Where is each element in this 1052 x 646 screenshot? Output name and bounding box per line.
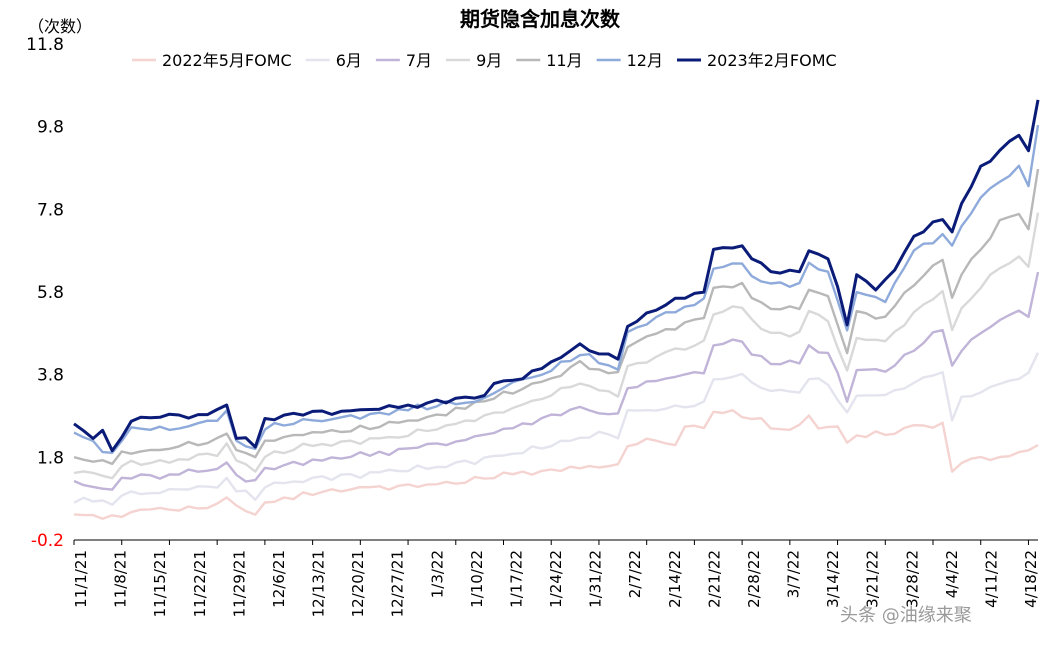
x-tick-label: 1/24/22 bbox=[547, 550, 565, 608]
x-tick-label: 11/1/21 bbox=[72, 550, 90, 608]
legend-label: 2022年5月FOMC bbox=[162, 51, 292, 70]
series-line bbox=[73, 271, 1040, 491]
y-tick-label: 5.8 bbox=[37, 283, 64, 303]
legend-label: 9月 bbox=[476, 51, 502, 70]
x-tick-label: 11/22/21 bbox=[191, 550, 209, 617]
series-line bbox=[73, 409, 1039, 520]
y-tick-label: 1.8 bbox=[37, 448, 64, 468]
x-tick-label: 4/18/22 bbox=[1022, 550, 1040, 608]
x-tick-label: 12/27/21 bbox=[389, 550, 407, 617]
x-tick-label: 3/28/22 bbox=[903, 550, 921, 608]
x-tick-label: 12/20/21 bbox=[349, 550, 367, 617]
series-line bbox=[73, 168, 1040, 466]
x-tick-label: 1/31/22 bbox=[587, 550, 605, 608]
x-tick-label: 3/21/22 bbox=[864, 550, 882, 608]
plot-area bbox=[73, 99, 1040, 520]
x-tick-label: 11/15/21 bbox=[151, 550, 169, 617]
x-tick-label: 12/13/21 bbox=[310, 550, 328, 617]
x-axis: 11/1/21 11/8/21 11/15/21 11/22/21 11/29/21 12… bbox=[72, 539, 1040, 617]
legend-label: 2023年2月FOMC bbox=[707, 51, 837, 70]
x-tick-label: 2/14/22 bbox=[666, 550, 684, 608]
x-tick-label: 2/28/22 bbox=[745, 550, 763, 608]
y-tick-label: 11.8 bbox=[26, 35, 64, 55]
series-line bbox=[73, 99, 1040, 453]
x-tick-label: 1/10/22 bbox=[468, 550, 486, 608]
y-axis-label: （次数） bbox=[28, 17, 92, 36]
x-tick-label: 1/3/22 bbox=[428, 550, 446, 598]
y-tick-label: -0.2 bbox=[31, 531, 64, 551]
chart-title: 期货隐含加息次数 bbox=[460, 7, 621, 31]
x-tick-label: 3/14/22 bbox=[824, 550, 842, 608]
series-line bbox=[73, 352, 1040, 506]
legend: 2022年5月FOMC 6月 7月 9月 11月 12月 2023年2月FOMC bbox=[132, 51, 837, 70]
watermark: 头条 @油缘来聚 bbox=[840, 605, 972, 626]
x-tick-label: 12/6/21 bbox=[270, 550, 288, 608]
legend-label: 6月 bbox=[336, 51, 362, 70]
y-tick-label: 3.8 bbox=[37, 366, 64, 386]
x-tick-label: 4/11/22 bbox=[982, 550, 1000, 608]
legend-label: 7月 bbox=[406, 51, 432, 70]
y-tick-label: 7.8 bbox=[37, 200, 64, 220]
x-tick-label: 11/29/21 bbox=[230, 550, 248, 617]
legend-label: 12月 bbox=[627, 51, 663, 70]
y-axis-ticks: 11.8 9.8 7.8 5.8 3.8 1.8 -0.2 bbox=[26, 35, 64, 551]
x-tick-label: 11/8/21 bbox=[112, 550, 130, 608]
x-tick-label: 2/7/22 bbox=[626, 550, 644, 598]
series-line bbox=[73, 212, 1040, 480]
legend-label: 11月 bbox=[546, 51, 582, 70]
x-tick-label: 1/17/22 bbox=[507, 550, 525, 608]
x-tick-label: 3/7/22 bbox=[785, 550, 803, 598]
x-tick-label: 2/21/22 bbox=[705, 550, 723, 608]
y-tick-label: 9.8 bbox=[37, 118, 64, 138]
x-tick-label: 4/4/22 bbox=[943, 550, 961, 598]
